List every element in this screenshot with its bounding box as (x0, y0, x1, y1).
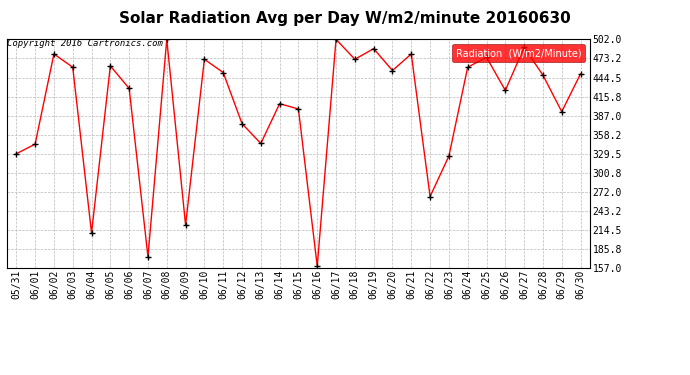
Text: Solar Radiation Avg per Day W/m2/minute 20160630: Solar Radiation Avg per Day W/m2/minute … (119, 11, 571, 26)
Text: Copyright 2016 Cartronics.com: Copyright 2016 Cartronics.com (7, 39, 163, 48)
Legend: Radiation  (W/m2/Minute): Radiation (W/m2/Minute) (452, 44, 585, 62)
